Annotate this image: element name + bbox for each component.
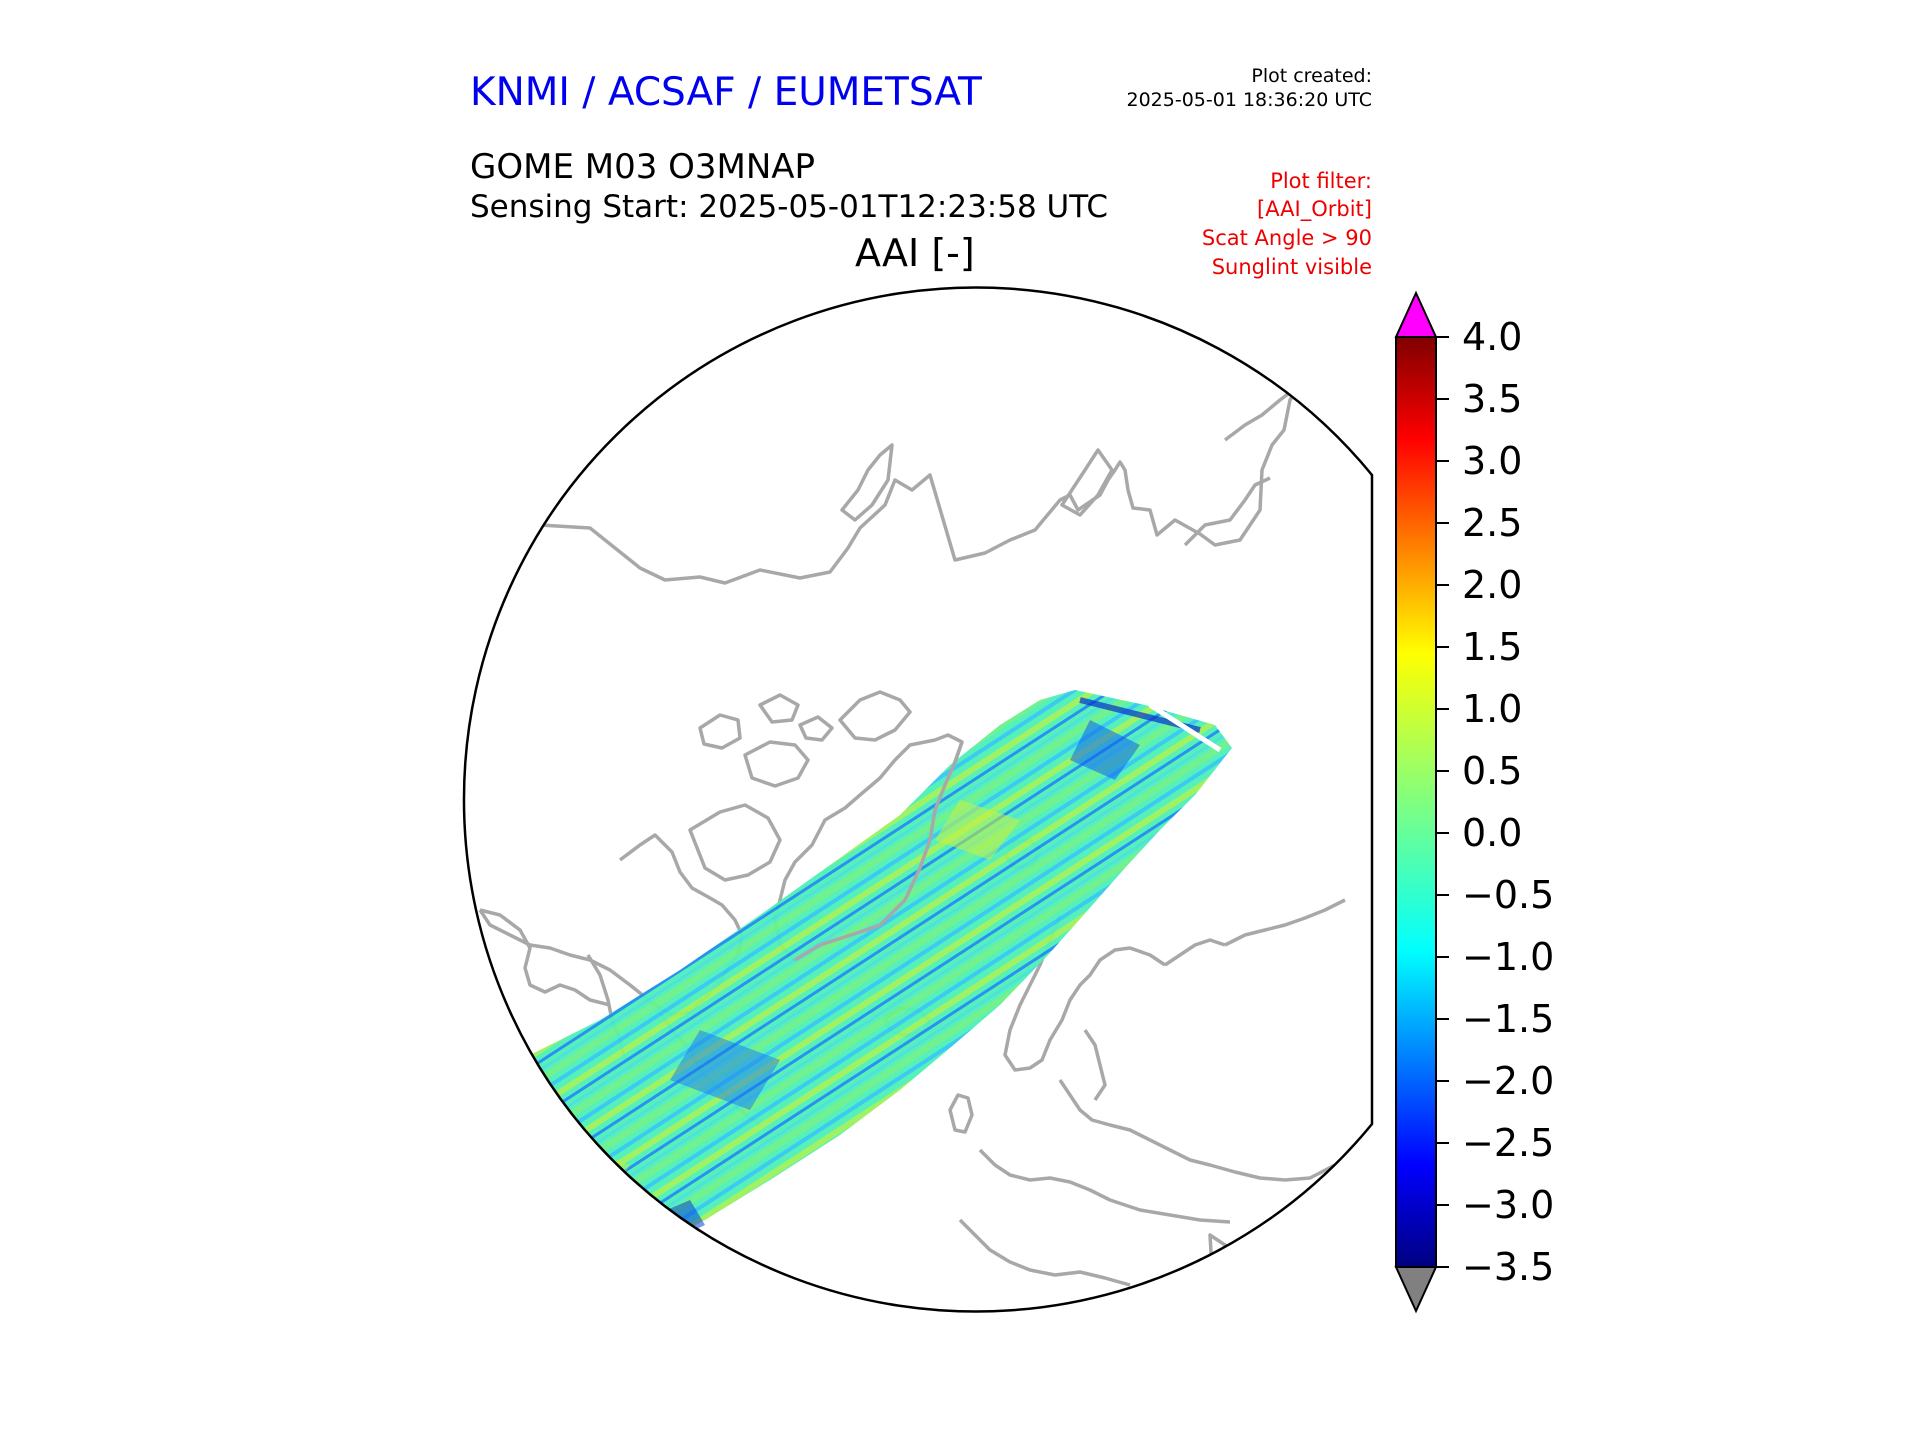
coastline-kola xyxy=(1164,938,1226,967)
colorbar-tick-label: −2.0 xyxy=(1462,1059,1555,1103)
colorbar-gradient xyxy=(1395,336,1437,1268)
colorbar-tick-label: 3.5 xyxy=(1462,377,1523,421)
coastline-ellesmere xyxy=(838,690,912,742)
coastline-greenland-overlay xyxy=(794,741,964,962)
coastline-europe-baltic xyxy=(1058,1079,1151,1142)
colorbar-tick-label: −2.5 xyxy=(1462,1121,1555,1165)
coastline-uk xyxy=(948,1093,974,1134)
colorbar-over-arrow xyxy=(1394,290,1438,338)
coastline-alaska xyxy=(479,908,611,1007)
colorbar-tick-label: −3.5 xyxy=(1462,1245,1555,1289)
aai-low-streak xyxy=(1070,720,1140,780)
plot-filter-name: [AAI_Orbit] xyxy=(1257,197,1372,221)
product-title: GOME M03 O3MNAP xyxy=(470,147,816,187)
coastline-east-europe xyxy=(1149,1138,1336,1182)
aai-swath-band xyxy=(463,690,1232,1312)
coastline-parry xyxy=(798,715,834,742)
sensing-start: Sensing Start: 2025-05-01T12:23:58 UTC xyxy=(470,189,1108,225)
colorbar-tick-label: 4.0 xyxy=(1462,315,1523,359)
colorbar-tick-label: 2.0 xyxy=(1462,563,1523,607)
coastline-banks xyxy=(698,713,742,750)
colorbar-tick-label: 1.5 xyxy=(1462,625,1523,669)
coastline-islands-west xyxy=(758,693,800,724)
plot-filter-sunglint: Sunglint visible xyxy=(1211,255,1372,279)
coastline-chukotka xyxy=(1183,476,1271,547)
coastline-severnaya xyxy=(840,443,894,522)
plot-filter-label: Plot filter: xyxy=(1270,169,1372,193)
coastline-baffin xyxy=(688,803,782,882)
plot-filter-scat-angle: Scat Angle > 90 xyxy=(1201,226,1372,250)
colorbar-tick-label: 0.5 xyxy=(1462,749,1523,793)
globe-boundary xyxy=(462,286,1374,1313)
colorbar-tick-label: −0.5 xyxy=(1462,873,1555,917)
colorbar-tick-marks xyxy=(1436,336,1449,1268)
colorbar-tick-label: 3.0 xyxy=(1462,439,1523,483)
colorbar-tick-label: 2.5 xyxy=(1462,501,1523,545)
coastline-norway xyxy=(1003,914,1166,1072)
plot-created-time: 2025-05-01 18:36:20 UTC xyxy=(1126,89,1373,111)
organization-title: KNMI / ACSAF / EUMETSAT xyxy=(470,70,982,115)
colorbar-tick-label: −1.5 xyxy=(1462,997,1555,1041)
coastline-europe-mainland xyxy=(978,1148,1231,1224)
variable-title: AAI [-] xyxy=(855,231,975,275)
aai-high-streak xyxy=(935,800,1020,860)
colorbar-tick-label: 1.0 xyxy=(1462,687,1523,731)
coastline-novaya-zemlya xyxy=(1060,448,1114,517)
coastline-far-east xyxy=(1223,383,1302,442)
aai-swath-gap xyxy=(1148,702,1222,753)
coastline-west-siberia xyxy=(1224,898,1346,947)
colorbar-tick-label: −1.0 xyxy=(1462,935,1555,979)
colorbar-tick-label: −3.0 xyxy=(1462,1183,1555,1227)
coastline-victoria-island xyxy=(743,740,810,788)
aai-low-streak-2 xyxy=(670,1030,780,1110)
plot-created-label: Plot created: xyxy=(1251,65,1372,87)
coastline-finland xyxy=(1083,1029,1107,1101)
colorbar-tick-label: 0.0 xyxy=(1462,811,1523,855)
coastline-mediterranean xyxy=(958,1218,1131,1287)
colorbar-under-arrow xyxy=(1394,1266,1438,1314)
